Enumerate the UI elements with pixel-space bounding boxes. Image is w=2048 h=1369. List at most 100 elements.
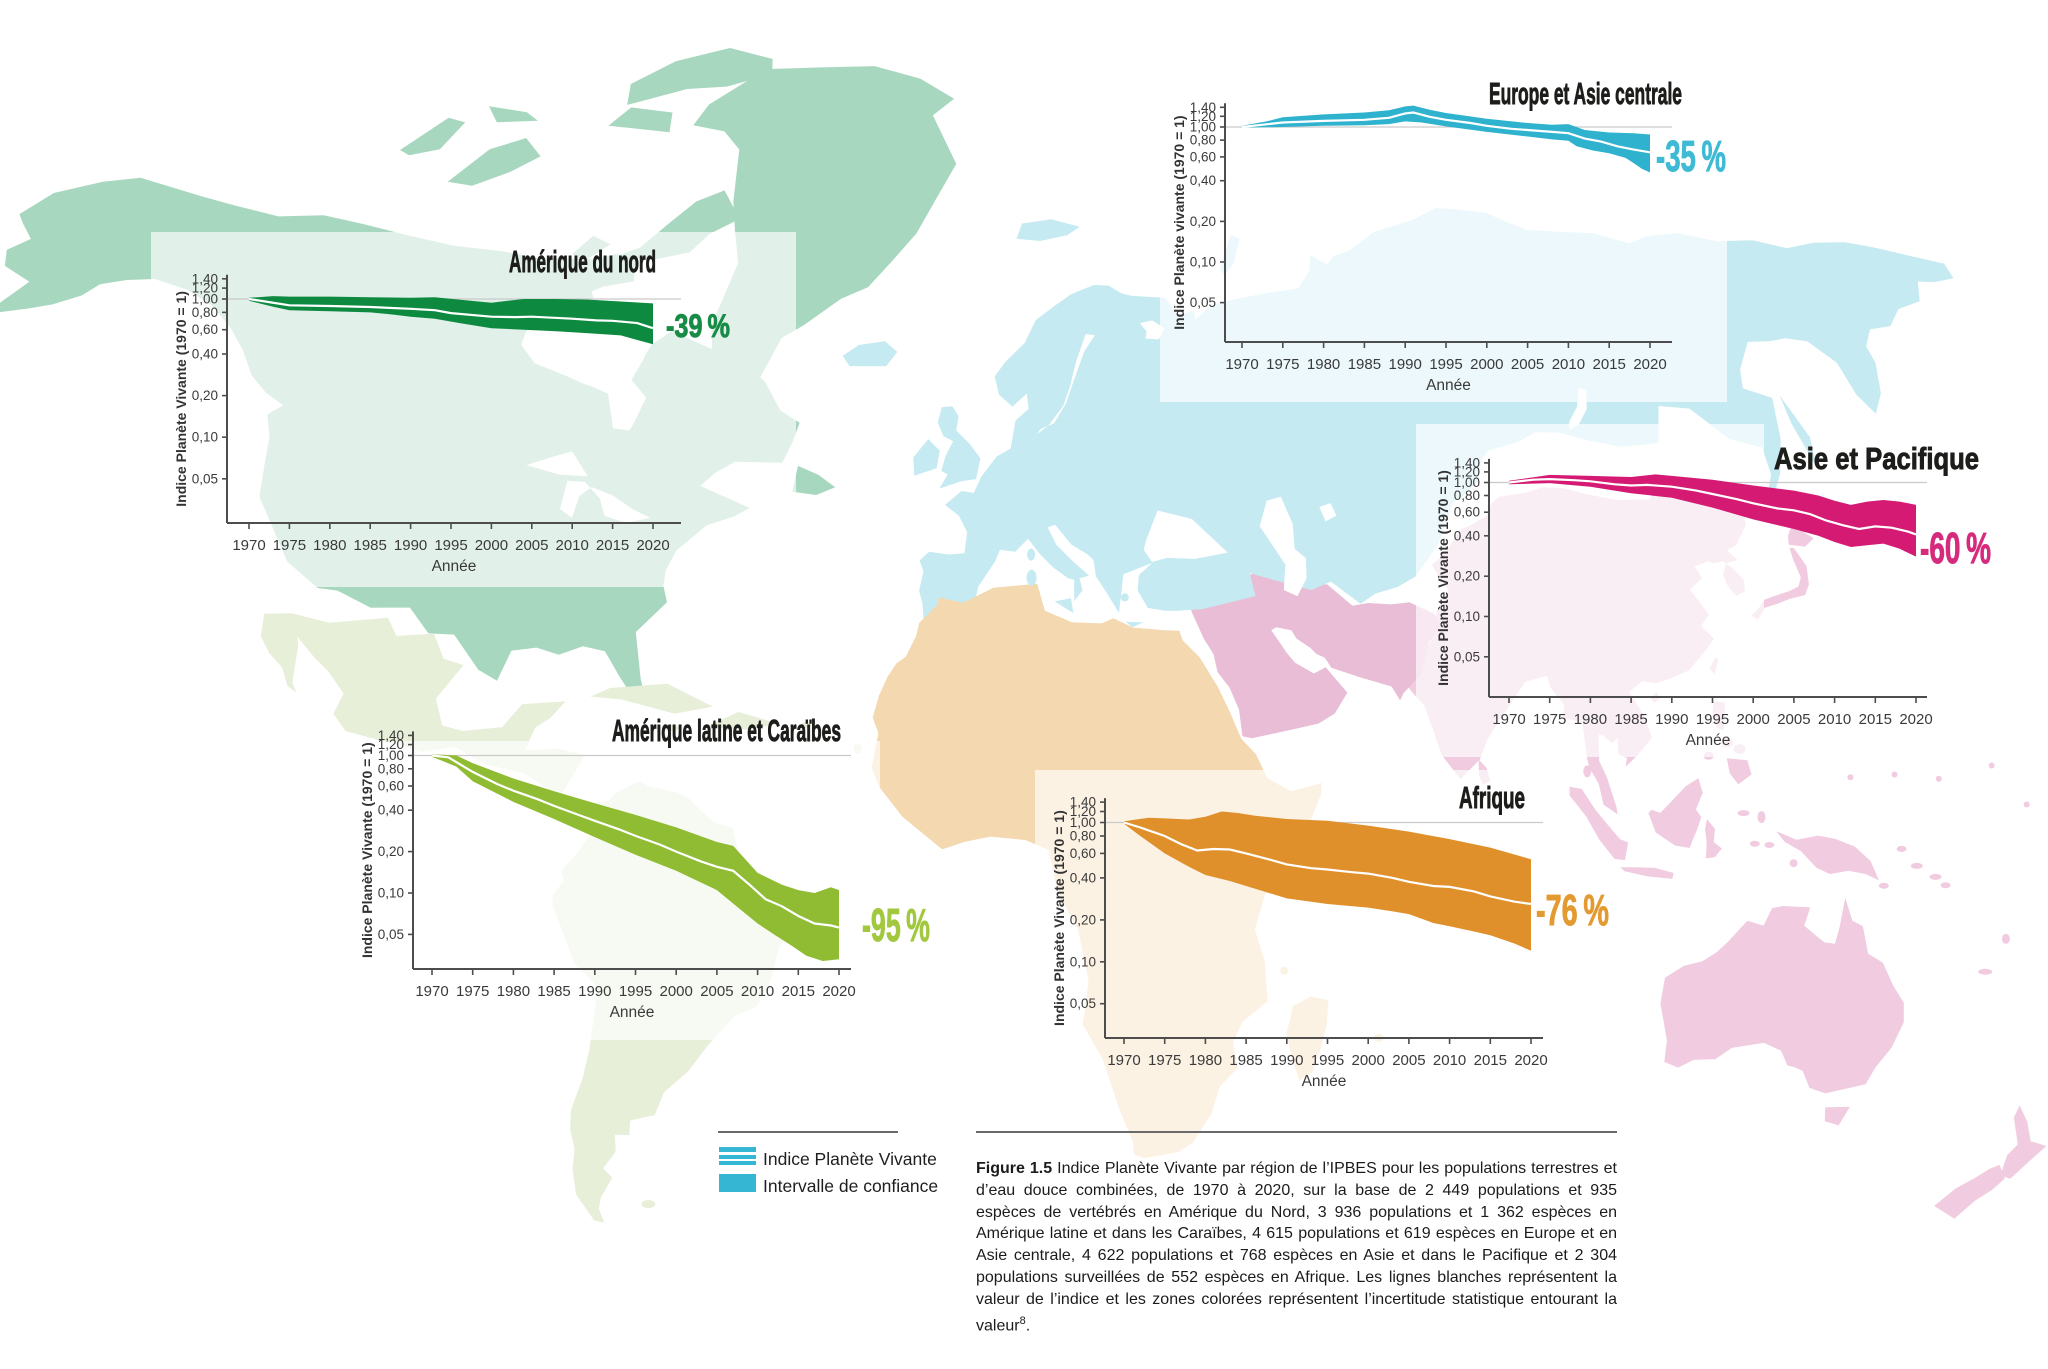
svg-text:0,10: 0,10	[1070, 954, 1096, 969]
svg-text:Indice Planète Vivante (1970 =: Indice Planète Vivante (1970 = 1)	[173, 291, 189, 507]
svg-text:2010: 2010	[1552, 356, 1585, 373]
svg-text:1995: 1995	[619, 983, 652, 1000]
svg-text:1980: 1980	[1307, 356, 1340, 373]
svg-text:0,20: 0,20	[192, 388, 218, 403]
svg-text:1975: 1975	[273, 537, 306, 554]
svg-text:Indice Planète Vivante (1970 =: Indice Planète Vivante (1970 = 1)	[359, 742, 375, 958]
svg-text:-35 %: -35 %	[1656, 132, 1726, 181]
svg-text:2005: 2005	[1777, 711, 1810, 728]
svg-text:2015: 2015	[782, 983, 815, 1000]
svg-text:1985: 1985	[1348, 356, 1381, 373]
svg-text:-95 %: -95 %	[862, 899, 930, 951]
svg-text:2015: 2015	[1474, 1052, 1507, 1069]
svg-text:1975: 1975	[1148, 1052, 1181, 1069]
svg-text:1985: 1985	[354, 537, 387, 554]
svg-text:0,80: 0,80	[1070, 829, 1096, 844]
svg-text:1980: 1980	[1189, 1052, 1222, 1069]
svg-text:1,20: 1,20	[1454, 464, 1480, 479]
svg-text:1970: 1970	[1492, 711, 1525, 728]
svg-text:1970: 1970	[1107, 1052, 1140, 1069]
svg-text:0,10: 0,10	[1190, 255, 1216, 270]
svg-text:1970: 1970	[232, 537, 265, 554]
svg-text:1995: 1995	[434, 537, 467, 554]
svg-text:1995: 1995	[1696, 711, 1729, 728]
svg-text:-39 %: -39 %	[666, 308, 730, 344]
svg-text:2020: 2020	[1514, 1052, 1547, 1069]
svg-text:2020: 2020	[822, 983, 855, 1000]
svg-text:2015: 2015	[1593, 356, 1626, 373]
svg-text:2010: 2010	[741, 983, 774, 1000]
svg-text:2000: 2000	[1737, 711, 1770, 728]
svg-text:2000: 2000	[1352, 1052, 1385, 1069]
svg-text:Asie et Pacifique: Asie et Pacifique	[1774, 441, 1979, 476]
svg-text:2020: 2020	[1633, 356, 1666, 373]
svg-text:2010: 2010	[1818, 711, 1851, 728]
svg-text:0,10: 0,10	[378, 886, 404, 901]
svg-text:1,00: 1,00	[192, 292, 218, 307]
svg-text:2005: 2005	[515, 537, 548, 554]
svg-text:1990: 1990	[1270, 1052, 1303, 1069]
svg-text:0,80: 0,80	[1190, 133, 1216, 148]
svg-text:1975: 1975	[1533, 711, 1566, 728]
svg-text:0,05: 0,05	[1190, 295, 1216, 310]
svg-text:0,10: 0,10	[192, 430, 218, 445]
svg-text:2005: 2005	[1511, 356, 1544, 373]
svg-text:Europe et Asie centrale: Europe et Asie centrale	[1489, 76, 1682, 111]
svg-text:1,40: 1,40	[192, 271, 218, 286]
svg-text:1,20: 1,20	[378, 737, 404, 752]
svg-text:Amérique latine et Caraïbes: Amérique latine et Caraïbes	[612, 713, 841, 748]
svg-text:0,20: 0,20	[1190, 214, 1216, 229]
svg-text:0,40: 0,40	[1454, 528, 1480, 543]
svg-text:-60 %: -60 %	[1920, 524, 1991, 573]
svg-text:0,40: 0,40	[1190, 173, 1216, 188]
svg-text:Indice Planète Vivante (1970 =: Indice Planète Vivante (1970 = 1)	[1435, 470, 1451, 686]
svg-text:1985: 1985	[537, 983, 570, 1000]
svg-text:1990: 1990	[394, 537, 427, 554]
svg-text:2010: 2010	[1433, 1052, 1466, 1069]
svg-text:-76 %: -76 %	[1536, 886, 1609, 935]
svg-text:2020: 2020	[636, 537, 669, 554]
svg-text:2000: 2000	[1470, 356, 1503, 373]
svg-text:0,10: 0,10	[1454, 609, 1480, 624]
svg-text:1,00: 1,00	[378, 748, 404, 763]
svg-text:1,00: 1,00	[1190, 120, 1216, 135]
svg-text:1980: 1980	[313, 537, 346, 554]
svg-text:2005: 2005	[700, 983, 733, 1000]
svg-text:Année: Année	[1686, 732, 1731, 749]
svg-text:0,80: 0,80	[192, 305, 218, 320]
svg-text:0,05: 0,05	[1454, 649, 1480, 664]
svg-text:1,20: 1,20	[192, 281, 218, 296]
svg-text:Année: Année	[610, 1004, 655, 1021]
svg-text:0,40: 0,40	[1070, 870, 1096, 885]
svg-text:2010: 2010	[556, 537, 589, 554]
svg-text:1,40: 1,40	[1190, 100, 1216, 115]
svg-text:Indice Planète vivante (1970 =: Indice Planète vivante (1970 = 1)	[1171, 115, 1187, 329]
svg-text:0,80: 0,80	[378, 761, 404, 776]
svg-text:1990: 1990	[578, 983, 611, 1000]
svg-text:0,60: 0,60	[1070, 846, 1096, 861]
svg-text:Amérique du nord: Amérique du nord	[509, 244, 656, 279]
svg-text:1995: 1995	[1429, 356, 1462, 373]
svg-text:0,20: 0,20	[1070, 912, 1096, 927]
svg-text:2005: 2005	[1392, 1052, 1425, 1069]
svg-text:0,05: 0,05	[378, 927, 404, 942]
svg-text:0,20: 0,20	[378, 844, 404, 859]
svg-text:1,20: 1,20	[1070, 804, 1096, 819]
svg-text:Année: Année	[1426, 377, 1471, 394]
svg-text:1980: 1980	[1574, 711, 1607, 728]
svg-text:1,20: 1,20	[1190, 109, 1216, 124]
svg-text:1,40: 1,40	[1070, 795, 1096, 810]
svg-text:Indice Planète Vivante (1970 =: Indice Planète Vivante (1970 = 1)	[1051, 810, 1067, 1026]
svg-text:Année: Année	[1302, 1073, 1347, 1090]
svg-text:0,40: 0,40	[192, 347, 218, 362]
svg-text:2000: 2000	[660, 983, 693, 1000]
svg-text:1970: 1970	[415, 983, 448, 1000]
svg-text:0,80: 0,80	[1454, 488, 1480, 503]
svg-text:0,60: 0,60	[1190, 149, 1216, 164]
svg-text:0,05: 0,05	[1070, 996, 1096, 1011]
svg-text:1990: 1990	[1389, 356, 1422, 373]
svg-text:0,40: 0,40	[378, 803, 404, 818]
svg-text:1990: 1990	[1655, 711, 1688, 728]
svg-text:0,60: 0,60	[1454, 505, 1480, 520]
svg-text:1,00: 1,00	[1454, 475, 1480, 490]
